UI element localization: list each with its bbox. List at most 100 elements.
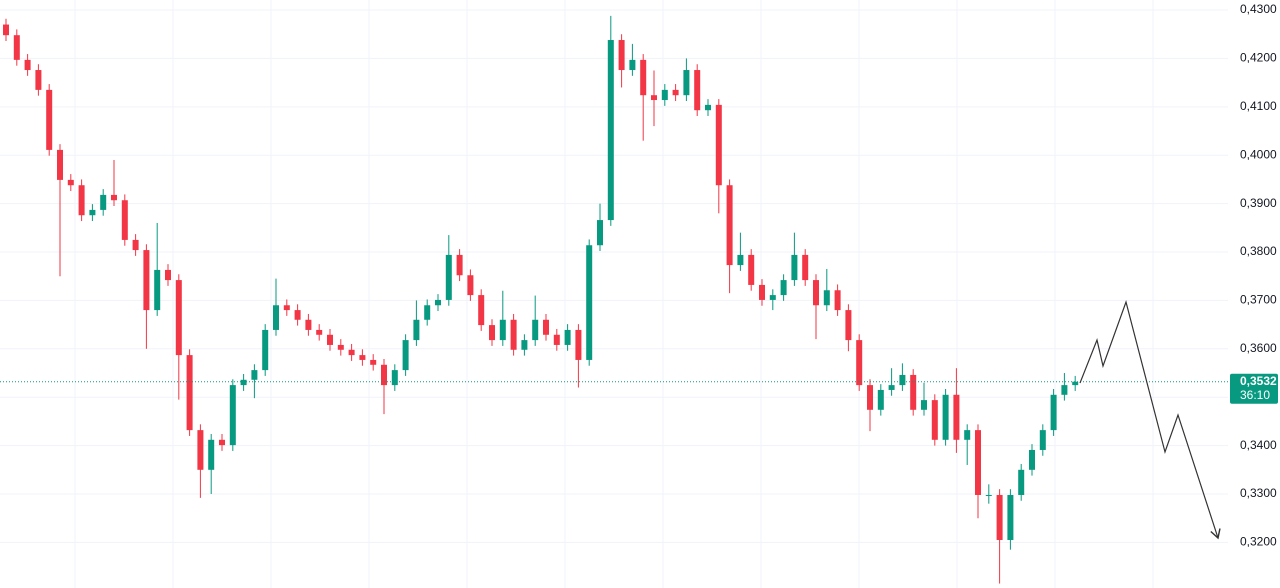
candle-body	[13, 35, 20, 60]
candle-body	[24, 59, 31, 71]
candle-body	[910, 374, 917, 410]
y-tick-label: 0,4000	[1240, 147, 1277, 161]
candle-body	[100, 194, 107, 210]
candle-body	[208, 439, 215, 470]
candle-body	[813, 280, 819, 306]
last-price-label: 0,3532	[1240, 374, 1277, 388]
candle-body	[586, 245, 593, 360]
y-tick-label: 0,3800	[1240, 244, 1277, 258]
candle-body	[726, 185, 733, 266]
vertical-grid	[74, 0, 1154, 588]
candle-body	[78, 185, 85, 216]
y-tick-label: 0,4100	[1240, 99, 1277, 113]
y-tick-label: 0,4200	[1240, 51, 1277, 65]
candle-body	[996, 494, 1003, 540]
candle-body	[478, 295, 485, 326]
candle-body	[143, 250, 150, 311]
candle-body	[35, 70, 42, 90]
projection-drawing	[1079, 299, 1221, 540]
candle-body	[543, 319, 549, 335]
candle-body	[499, 319, 506, 341]
candle-body	[791, 254, 798, 281]
candle-body	[57, 149, 63, 180]
y-tick-label: 0,3300	[1240, 486, 1277, 500]
candle-body	[348, 349, 355, 356]
candle-body	[597, 220, 603, 246]
candle-body	[435, 299, 441, 306]
candle-body	[1050, 394, 1057, 431]
candle-body	[748, 254, 755, 285]
candle-body	[262, 329, 269, 371]
y-tick-label: 0,3200	[1240, 535, 1277, 549]
countdown-label: 36:10	[1240, 388, 1270, 402]
candle-body	[769, 295, 776, 300]
candle-body	[834, 290, 841, 311]
candle-body	[186, 355, 193, 431]
candle-body	[672, 89, 679, 96]
candle-body	[240, 379, 247, 386]
candle-body	[251, 370, 258, 380]
candle-body	[553, 334, 560, 345]
candle-body	[575, 329, 582, 360]
candle-body	[877, 389, 884, 410]
candle-body	[651, 95, 657, 101]
candle-body	[305, 319, 312, 330]
candle-body	[618, 40, 625, 71]
candle-body	[165, 269, 171, 281]
candle-body	[564, 329, 571, 345]
candle-body	[294, 310, 301, 320]
candle-body	[737, 254, 744, 266]
candle-body	[921, 400, 927, 410]
candle-body	[391, 370, 398, 386]
candle-body	[175, 280, 182, 356]
candle-body	[316, 329, 323, 335]
candle-body	[715, 104, 722, 186]
candle-body	[219, 439, 225, 446]
candle-body	[964, 430, 971, 440]
candle-body	[867, 385, 873, 410]
candle-body	[510, 319, 517, 350]
candle-body	[521, 340, 528, 350]
candle-body	[337, 344, 344, 350]
candle-body	[931, 400, 938, 440]
candle-body	[121, 200, 128, 240]
candle-body	[856, 340, 863, 386]
y-tick-label: 0,3400	[1240, 438, 1277, 452]
candle-body	[899, 374, 906, 386]
candle-body	[1018, 469, 1025, 495]
candle-body	[953, 394, 960, 440]
candle-body	[888, 385, 895, 390]
candle-body	[273, 305, 279, 330]
candle-body	[154, 269, 161, 311]
candle-body	[467, 275, 474, 296]
candle-body	[975, 430, 981, 495]
candle-body	[683, 70, 690, 96]
candle-body	[1072, 381, 1079, 386]
candle-body	[402, 340, 409, 371]
candle-body	[1007, 494, 1014, 540]
candle-body	[1039, 430, 1046, 450]
candle-body	[445, 254, 452, 300]
candle-body	[381, 364, 387, 386]
candle-body	[629, 59, 636, 71]
candle-body	[359, 355, 366, 360]
y-tick-label: 0,3900	[1240, 196, 1277, 210]
candle-body	[802, 254, 809, 281]
candle-body	[111, 194, 117, 201]
candle-body	[845, 310, 852, 341]
y-tick-label: 0,3600	[1240, 341, 1277, 355]
candle-body	[197, 430, 204, 470]
candle-body	[640, 59, 647, 96]
candle-body	[489, 325, 495, 341]
candle-body	[132, 239, 139, 251]
y-tick-label: 0,4300	[1240, 2, 1277, 16]
candle-body	[823, 290, 830, 306]
candle-body	[532, 319, 539, 341]
candle-body	[46, 89, 53, 150]
candle-body	[229, 385, 236, 446]
candle-body	[413, 319, 420, 341]
candle-body	[780, 280, 787, 296]
